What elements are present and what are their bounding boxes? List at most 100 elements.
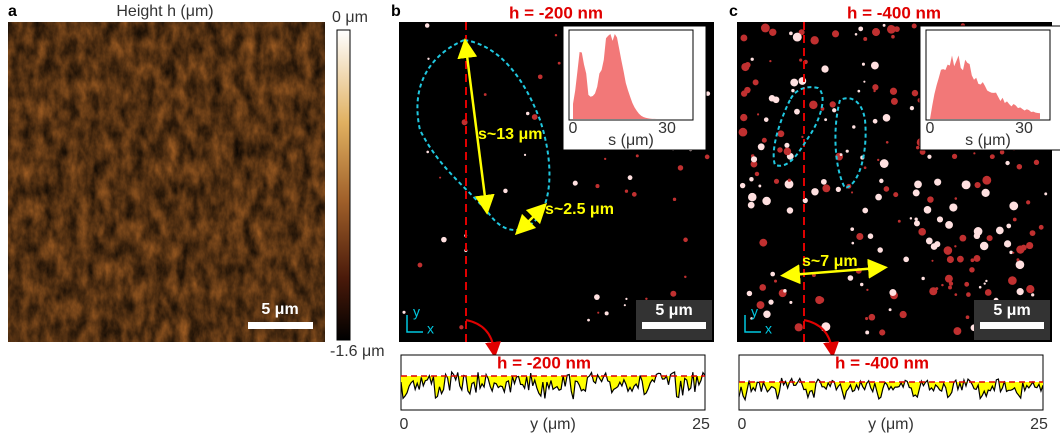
speck — [836, 187, 841, 192]
scale-bar-label: 5 μm — [655, 302, 692, 319]
speck — [740, 114, 747, 121]
speck — [910, 217, 912, 219]
speck — [900, 311, 907, 318]
speck — [597, 312, 599, 314]
speck — [877, 159, 879, 161]
speck — [979, 286, 982, 289]
speck — [747, 291, 752, 296]
speck — [962, 180, 971, 189]
speck — [1030, 230, 1036, 236]
speck — [883, 114, 891, 122]
annotation: s~13 μm — [478, 126, 543, 143]
figure: a Height h (μm) 5 μm 0 μm -1.6 μm bh = -… — [0, 0, 1060, 441]
speck — [873, 90, 875, 92]
speck — [912, 90, 918, 96]
speck — [636, 154, 639, 157]
speck — [941, 284, 943, 286]
speck — [931, 243, 938, 250]
speck — [862, 208, 868, 214]
speck — [789, 301, 792, 304]
speck — [990, 154, 994, 158]
speck — [887, 25, 896, 34]
afm-texture — [8, 22, 325, 342]
speck — [947, 256, 954, 263]
speck — [912, 23, 917, 28]
axis-name: x — [427, 321, 434, 337]
speck — [954, 293, 957, 296]
axis-name: x — [765, 321, 772, 337]
inset-xlabel: s (μm) — [965, 132, 1011, 149]
speck — [678, 165, 683, 170]
speck — [974, 227, 983, 236]
speck — [864, 166, 867, 169]
speck — [969, 267, 974, 272]
speck — [914, 180, 922, 188]
speck — [762, 138, 767, 143]
panel-label: b — [391, 3, 401, 20]
speck — [851, 191, 853, 193]
speck — [1005, 161, 1009, 165]
speck — [769, 95, 775, 101]
speck — [628, 175, 633, 180]
speck — [794, 109, 800, 115]
speck — [787, 207, 793, 213]
speck — [1012, 252, 1014, 254]
speck — [877, 247, 882, 252]
speck — [985, 280, 987, 282]
colorbar-label: 0 μm — [332, 9, 368, 26]
speck — [891, 98, 898, 105]
speck — [755, 172, 759, 176]
speck — [1034, 160, 1039, 165]
panel-title: Height h (μm) — [116, 3, 213, 20]
speck — [558, 62, 561, 65]
speck — [996, 227, 1004, 235]
speck — [762, 197, 770, 205]
speck — [830, 101, 836, 107]
speck — [1021, 245, 1027, 251]
speck — [769, 29, 776, 36]
annotation: s~2.5 μm — [545, 201, 614, 218]
speck — [795, 323, 803, 331]
speck — [777, 147, 782, 152]
speck — [1026, 242, 1033, 249]
speck — [484, 93, 487, 96]
speck — [846, 150, 849, 153]
speck — [605, 311, 609, 315]
speck — [402, 311, 405, 314]
speck — [777, 130, 784, 137]
speck — [751, 58, 754, 61]
speck — [1009, 251, 1012, 254]
speck — [880, 159, 889, 168]
speck — [1039, 225, 1044, 230]
inset-tick: 0 — [569, 120, 578, 137]
speck — [883, 24, 886, 27]
speck — [884, 186, 890, 192]
speck — [761, 24, 770, 33]
speck — [862, 63, 865, 66]
colorbar-label: -1.6 μm — [330, 343, 385, 360]
speck — [801, 136, 803, 138]
speck — [927, 196, 933, 202]
scale-bar — [248, 322, 313, 329]
speck — [758, 185, 761, 188]
panel-title: h = -200 nm — [509, 3, 603, 22]
scale-bar-label: 5 μm — [261, 301, 298, 318]
inset-tick: 30 — [1015, 120, 1033, 137]
speck — [439, 177, 441, 179]
speck — [869, 314, 876, 321]
speck — [769, 60, 771, 62]
speck — [645, 298, 647, 300]
speck — [949, 203, 957, 211]
speck — [587, 319, 590, 322]
speck — [705, 155, 710, 160]
speck — [931, 260, 933, 262]
speck — [744, 87, 750, 93]
speck — [625, 190, 628, 193]
speck — [916, 146, 919, 149]
speck — [975, 182, 981, 188]
speck — [538, 74, 543, 79]
speck — [893, 192, 898, 197]
speck — [818, 297, 824, 303]
profile-tick: 25 — [1030, 416, 1048, 433]
annotation: s~7 μm — [802, 253, 858, 270]
